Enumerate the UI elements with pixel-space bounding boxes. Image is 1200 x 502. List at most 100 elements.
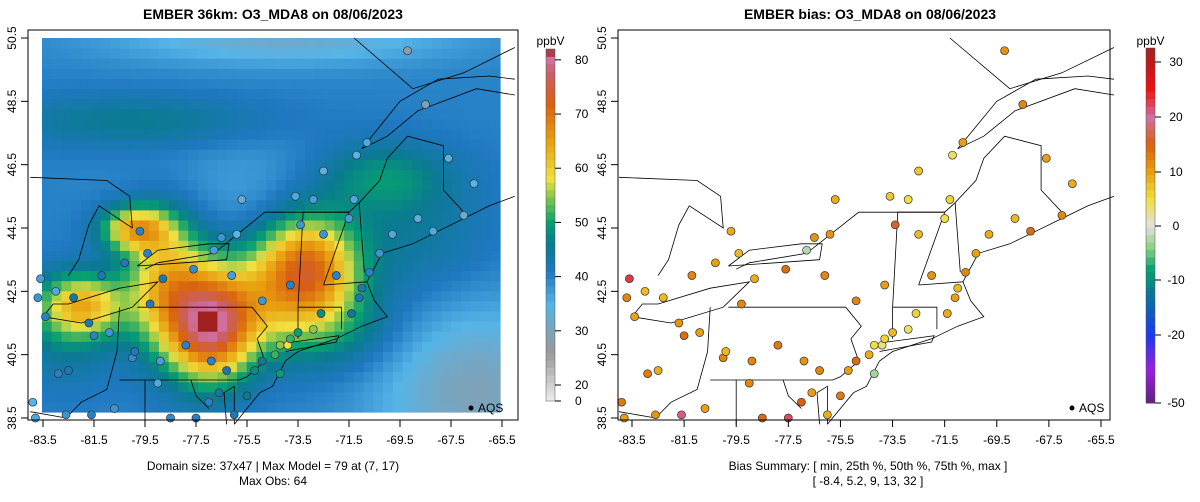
model-grid-cell bbox=[139, 391, 150, 403]
model-grid-cell bbox=[61, 179, 72, 191]
model-grid-cell bbox=[295, 139, 306, 150]
model-grid-cell bbox=[236, 209, 248, 221]
model-grid-cell bbox=[246, 321, 257, 332]
site-marker bbox=[888, 328, 897, 337]
model-grid-cell bbox=[305, 129, 316, 140]
model-grid-cell bbox=[324, 230, 335, 241]
colorbar-tick-label: 80 bbox=[575, 53, 589, 67]
model-grid-cell bbox=[266, 321, 277, 332]
model-grid-cell bbox=[168, 300, 179, 312]
model-grid-cell bbox=[61, 250, 72, 261]
model-grid-cell bbox=[383, 310, 394, 322]
boundary-line bbox=[323, 212, 350, 286]
model-grid-cell bbox=[314, 129, 326, 140]
model-grid-cell bbox=[324, 351, 335, 363]
model-grid-cell bbox=[90, 209, 101, 221]
model-grid-cell bbox=[344, 341, 355, 352]
model-grid-cell bbox=[110, 149, 121, 160]
model-grid-cell bbox=[207, 371, 218, 383]
model-grid-cell bbox=[256, 331, 267, 342]
model-grid-cell bbox=[470, 240, 482, 251]
colorbar-swatch bbox=[546, 391, 555, 393]
model-grid-cell bbox=[51, 129, 62, 140]
model-grid-cell bbox=[110, 159, 121, 170]
site-marker bbox=[781, 264, 791, 274]
model-grid-cell bbox=[217, 391, 228, 403]
chart-title: EMBER bias: O3_MDA8 on 08/06/2023 bbox=[744, 6, 996, 22]
model-grid-cell bbox=[129, 179, 140, 191]
model-grid-cell bbox=[188, 290, 199, 302]
model-grid-cell bbox=[236, 159, 248, 170]
model-grid-cell bbox=[129, 98, 140, 110]
model-grid-cell bbox=[353, 351, 365, 363]
model-grid-cell bbox=[412, 300, 423, 312]
model-grid-cell bbox=[295, 118, 306, 130]
model-grid-cell bbox=[334, 169, 345, 181]
model-grid-cell bbox=[275, 179, 287, 191]
model-grid-cell bbox=[373, 361, 384, 373]
model-grid-cell bbox=[256, 290, 267, 302]
model-grid-cell bbox=[344, 270, 355, 282]
model-grid-cell bbox=[461, 38, 472, 49]
colorbar-tick-label: -20 bbox=[1167, 328, 1185, 342]
model-grid-cell bbox=[461, 179, 472, 191]
model-grid-cell bbox=[412, 108, 423, 120]
model-grid-cell bbox=[236, 300, 248, 312]
model-grid-cell bbox=[412, 199, 423, 211]
colorbar-swatch bbox=[1146, 197, 1155, 206]
model-grid-cell bbox=[149, 219, 160, 231]
model-grid-cell bbox=[236, 401, 248, 413]
colorbar-swatch bbox=[1146, 98, 1155, 107]
model-grid-cell bbox=[353, 118, 365, 130]
model-grid-cell bbox=[441, 381, 452, 393]
model-grid-cell bbox=[490, 300, 501, 312]
site-marker bbox=[674, 318, 684, 328]
model-grid-cell bbox=[158, 260, 170, 272]
model-grid-cell bbox=[490, 78, 501, 90]
model-grid-cell bbox=[324, 310, 335, 322]
colorbar-swatch bbox=[1146, 356, 1155, 360]
model-grid-cell bbox=[168, 98, 179, 110]
model-grid-cell bbox=[246, 371, 257, 383]
model-grid-cell bbox=[285, 381, 296, 393]
site-marker bbox=[815, 366, 824, 375]
model-grid-cell bbox=[402, 219, 413, 231]
model-grid-cell bbox=[392, 108, 404, 120]
model-grid-cell bbox=[441, 38, 452, 49]
model-grid-cell bbox=[61, 199, 72, 211]
model-grid-cell bbox=[305, 58, 316, 69]
model-grid-cell bbox=[90, 108, 101, 120]
model-grid-cell bbox=[246, 341, 257, 352]
x-tick-label: -81.5 bbox=[670, 433, 698, 447]
model-grid-cell bbox=[129, 139, 140, 150]
model-grid-cell bbox=[431, 280, 443, 292]
model-grid-cell bbox=[392, 230, 404, 241]
site-marker bbox=[155, 356, 165, 366]
model-grid-cell bbox=[197, 351, 209, 363]
model-grid-cell bbox=[314, 98, 326, 110]
model-grid-cell bbox=[275, 351, 287, 363]
model-grid-cell bbox=[246, 381, 257, 393]
model-grid-cell bbox=[120, 230, 131, 241]
model-grid-cell bbox=[236, 179, 248, 191]
site-marker bbox=[166, 413, 175, 423]
model-grid-cell bbox=[197, 341, 209, 352]
model-grid-cell bbox=[373, 78, 384, 90]
model-grid-cell bbox=[490, 230, 501, 241]
colorbar-swatch bbox=[1146, 309, 1155, 318]
model-grid-cell bbox=[363, 290, 374, 302]
site-marker bbox=[214, 388, 224, 398]
model-grid-cell bbox=[441, 159, 452, 170]
model-grid-cell bbox=[392, 78, 404, 90]
model-grid-cell bbox=[285, 149, 296, 160]
model-grid-cell bbox=[100, 381, 111, 393]
model-grid-cell bbox=[246, 129, 257, 140]
model-grid-cell bbox=[422, 169, 433, 181]
model-grid-cell bbox=[480, 48, 491, 59]
site-marker bbox=[1010, 214, 1020, 223]
model-grid-cell bbox=[207, 230, 218, 241]
model-grid-cell bbox=[275, 129, 287, 140]
model-grid-cell bbox=[207, 129, 218, 140]
model-grid-cell bbox=[178, 280, 189, 292]
model-grid-cell bbox=[285, 179, 296, 191]
